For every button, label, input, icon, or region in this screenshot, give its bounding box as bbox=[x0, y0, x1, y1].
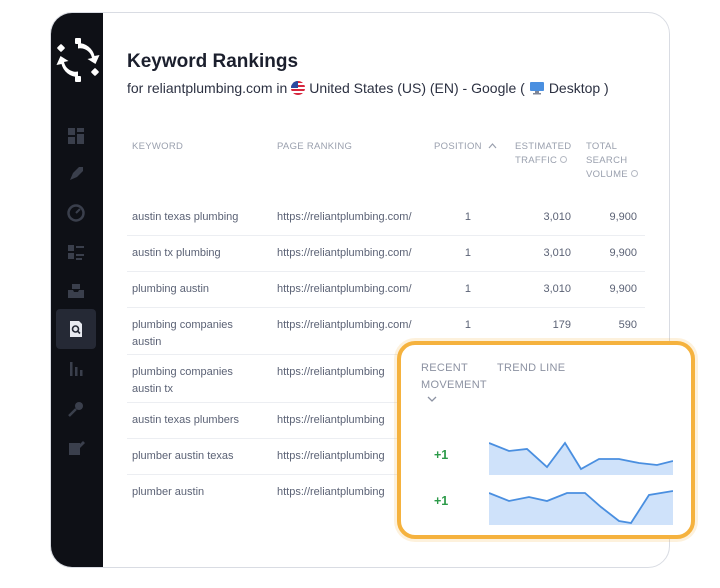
recent-line-1: RECENT bbox=[421, 362, 469, 374]
keyword-cell: plumbing companies bbox=[132, 319, 233, 331]
subtitle-device: Desktop ) bbox=[548, 80, 609, 96]
dashboard-icon bbox=[68, 128, 84, 144]
row-divider bbox=[127, 307, 645, 308]
keyword-cell: austin texas plumbers bbox=[132, 414, 239, 426]
page-url-link[interactable]: https://reliantplumbing.com/ bbox=[277, 319, 412, 331]
row-divider bbox=[127, 438, 645, 439]
page-subtitle: for reliantplumbing.com in United States… bbox=[127, 80, 609, 96]
trend-line-chart bbox=[489, 441, 673, 475]
list-icon bbox=[68, 245, 84, 260]
edit-icon bbox=[69, 441, 85, 455]
page-url-link[interactable]: https://reliantplumbing.com/ bbox=[277, 247, 412, 259]
volume-cell: 9,900 bbox=[609, 247, 637, 259]
page-url-link[interactable]: https://reliantplumbing.com/ bbox=[277, 283, 412, 295]
page-url-link[interactable]: https://reliantplumbing.com/ bbox=[277, 211, 412, 223]
row-divider bbox=[127, 271, 645, 272]
nav-list[interactable] bbox=[56, 232, 96, 272]
nav-key[interactable] bbox=[56, 389, 96, 429]
sort-up-icon bbox=[488, 143, 497, 149]
col-page-ranking[interactable]: PAGE RANKING bbox=[277, 141, 353, 152]
keyword-cell-cont: austin tx bbox=[132, 383, 173, 395]
page-url-link[interactable]: https://reliantplumbing bbox=[277, 486, 385, 498]
inbox-icon bbox=[68, 284, 84, 298]
position-cell: 1 bbox=[464, 247, 471, 259]
position-cell: 1 bbox=[464, 283, 471, 295]
nav-gauge[interactable] bbox=[56, 193, 96, 233]
keyword-cell-cont: austin bbox=[132, 336, 162, 348]
col-keyword[interactable]: KEYWORD bbox=[132, 141, 184, 152]
volume-cell: 9,900 bbox=[609, 283, 637, 295]
traffic-cell: 3,010 bbox=[543, 211, 571, 223]
col-total-search-volume[interactable]: TOTAL SEARCH VOLUME bbox=[586, 140, 638, 182]
movement-value: +1 bbox=[434, 494, 449, 508]
chevron-down-icon[interactable] bbox=[427, 395, 437, 403]
keyword-cell: plumbing companies bbox=[132, 366, 233, 378]
col-estimated-traffic[interactable]: ESTIMATED TRAFFIC bbox=[515, 140, 571, 168]
search-doc-icon bbox=[70, 321, 82, 337]
nav-rocket[interactable] bbox=[56, 154, 96, 194]
subtitle-country: United States (US) (EN) - Google ( bbox=[309, 80, 525, 96]
traffic-cell: 3,010 bbox=[543, 247, 571, 259]
nav-bar-chart[interactable] bbox=[56, 349, 96, 389]
row-divider bbox=[127, 354, 645, 355]
recent-line-2: MOVEMENT bbox=[421, 379, 487, 391]
col-volume-line-2: SEARCH bbox=[586, 155, 628, 166]
gauge-icon bbox=[67, 204, 85, 222]
nav-inbox[interactable] bbox=[56, 271, 96, 311]
nav-keyword-rankings[interactable] bbox=[56, 309, 96, 349]
bar-chart-icon bbox=[70, 362, 83, 376]
row-divider bbox=[127, 235, 645, 236]
trend-line-chart bbox=[489, 490, 673, 525]
us-flag-icon bbox=[291, 81, 306, 95]
logo-icon[interactable] bbox=[55, 37, 101, 83]
keyword-cell: plumber austin texas bbox=[132, 450, 234, 462]
position-cell: 1 bbox=[464, 319, 471, 331]
nav-edit[interactable] bbox=[56, 428, 96, 468]
nav-dashboard[interactable] bbox=[56, 116, 96, 156]
trend-line bbox=[489, 441, 673, 471]
col-traffic-line-1: ESTIMATED bbox=[515, 141, 572, 152]
col-traffic-line-2: TRAFFIC bbox=[515, 155, 558, 166]
page-url-link[interactable]: https://reliantplumbing bbox=[277, 366, 385, 378]
keyword-cell: austin tx plumbing bbox=[132, 247, 221, 259]
trend-area bbox=[489, 443, 673, 475]
monitor-icon bbox=[529, 82, 544, 95]
info-icon bbox=[630, 170, 638, 177]
traffic-cell: 3,010 bbox=[543, 283, 571, 295]
trend-area bbox=[489, 491, 673, 525]
col-volume-line-3: VOLUME bbox=[586, 169, 628, 180]
info-icon bbox=[560, 156, 568, 163]
subtitle-domain: for reliantplumbing.com in bbox=[127, 80, 288, 96]
page-url-link[interactable]: https://reliantplumbing bbox=[277, 450, 385, 462]
keyword-cell: plumbing austin bbox=[132, 283, 210, 295]
trend-popup: RECENT MOVEMENT TREND LINE +1 +1 bbox=[397, 341, 695, 539]
volume-cell: 590 bbox=[618, 319, 637, 331]
traffic-cell: 179 bbox=[552, 319, 571, 331]
position-cell: 1 bbox=[464, 211, 471, 223]
movement-value: +1 bbox=[434, 448, 449, 462]
rocket-icon bbox=[70, 167, 83, 180]
col-position[interactable]: POSITION bbox=[434, 140, 497, 154]
app-window: Keyword Rankings for reliantplumbing.com… bbox=[50, 12, 670, 568]
keyword-cell: plumber austin bbox=[132, 486, 205, 498]
col-trend-line[interactable]: TREND LINE bbox=[497, 362, 566, 374]
col-recent-movement[interactable]: RECENT MOVEMENT bbox=[421, 360, 487, 394]
col-position-label: POSITION bbox=[434, 141, 482, 152]
keyword-cell: austin texas plumbing bbox=[132, 211, 239, 223]
row-divider bbox=[127, 474, 645, 475]
page-url-link[interactable]: https://reliantplumbing bbox=[277, 414, 385, 426]
col-volume-line-1: TOTAL bbox=[586, 141, 618, 152]
sidebar bbox=[51, 13, 103, 567]
key-icon bbox=[68, 402, 83, 417]
trend-line bbox=[489, 490, 673, 524]
volume-cell: 9,900 bbox=[609, 211, 637, 223]
row-divider bbox=[127, 402, 645, 403]
page-title: Keyword Rankings bbox=[127, 51, 299, 72]
